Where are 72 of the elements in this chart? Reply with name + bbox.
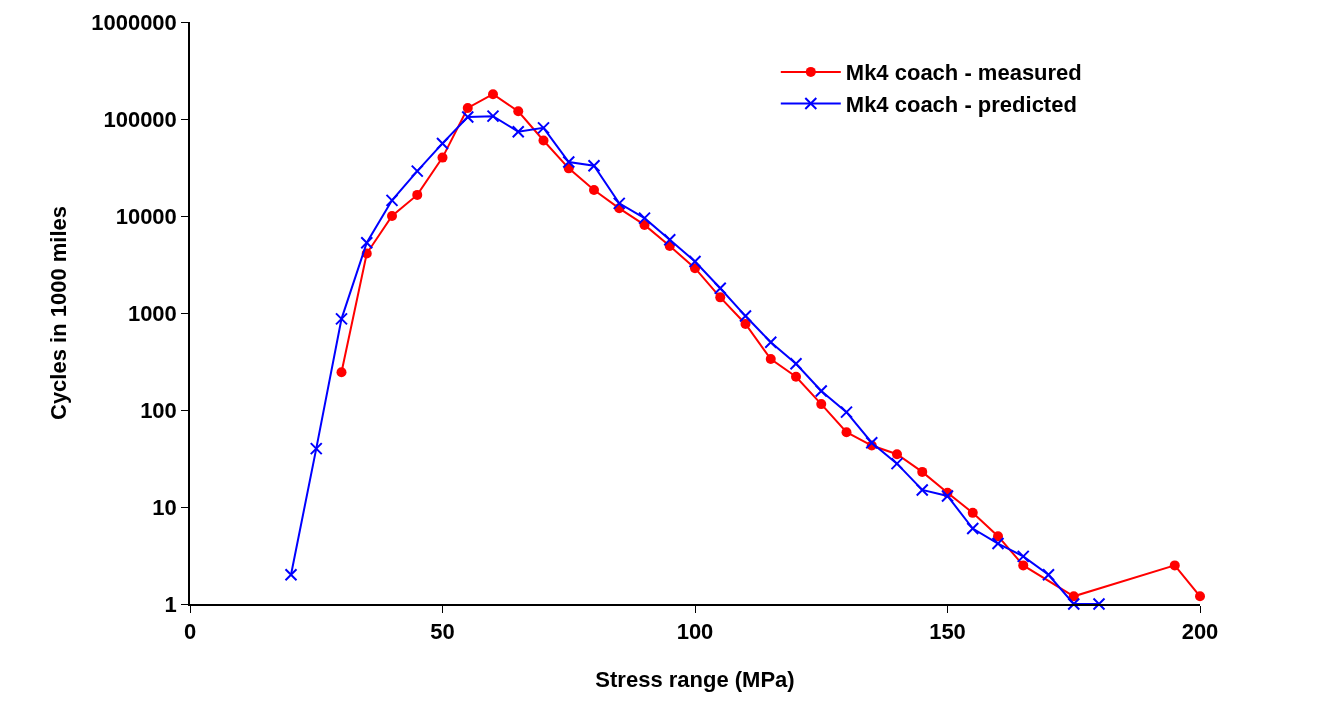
point xyxy=(1042,568,1055,582)
point xyxy=(713,281,727,295)
point xyxy=(462,102,473,113)
point xyxy=(488,89,498,100)
point xyxy=(538,135,549,146)
point xyxy=(1018,560,1029,571)
x-tick-label: 0 xyxy=(183,619,197,645)
point xyxy=(638,211,651,225)
point xyxy=(1169,560,1180,571)
point xyxy=(360,236,374,250)
y-axis-title: Cycles in 1000 miles xyxy=(46,205,72,421)
point xyxy=(412,189,423,200)
point xyxy=(1016,549,1030,563)
point xyxy=(840,405,853,419)
x-tick-label: 200 xyxy=(1181,619,1219,645)
point xyxy=(967,507,978,518)
point xyxy=(336,367,347,378)
point xyxy=(966,522,980,536)
x-axis-title: Stress range (MPa) xyxy=(595,666,795,692)
point xyxy=(461,110,475,124)
point xyxy=(663,233,677,247)
point xyxy=(309,442,323,456)
point xyxy=(865,436,879,450)
point xyxy=(1092,597,1106,611)
point xyxy=(587,159,601,173)
point xyxy=(991,537,1005,551)
y-tick-label: 1 xyxy=(164,591,177,617)
point xyxy=(410,164,424,178)
x-tick-label: 50 xyxy=(430,619,455,645)
y-tick-label: 1000 xyxy=(127,300,177,326)
point xyxy=(814,384,828,398)
point xyxy=(612,196,626,210)
point xyxy=(816,399,827,410)
point xyxy=(385,193,399,207)
x-tick-label: 100 xyxy=(676,619,714,645)
y-tick-label: 1000000 xyxy=(91,9,177,35)
point xyxy=(1067,597,1081,611)
point xyxy=(892,449,902,460)
point xyxy=(486,109,500,123)
point xyxy=(941,489,954,503)
point xyxy=(437,152,448,163)
y-tick-label: 100000 xyxy=(103,106,177,132)
point xyxy=(284,568,298,582)
y-tick-label: 10 xyxy=(152,494,177,520)
legend-label: Mk4 coach - measured xyxy=(845,60,1082,86)
y-tick-label: 10000 xyxy=(115,203,177,229)
point xyxy=(740,319,751,330)
point xyxy=(841,427,852,438)
point xyxy=(1068,591,1079,602)
point xyxy=(537,121,550,135)
point xyxy=(688,254,702,268)
point xyxy=(1195,591,1205,602)
point xyxy=(589,185,599,196)
y-tick-label: 100 xyxy=(140,397,177,423)
point xyxy=(917,466,928,477)
point xyxy=(436,136,449,150)
point xyxy=(993,531,1003,542)
point xyxy=(789,357,803,371)
x-tick-label: 150 xyxy=(929,619,966,645)
point xyxy=(739,309,752,323)
legend-label: Mk4 coach - predicted xyxy=(845,92,1077,118)
point xyxy=(513,106,524,117)
point xyxy=(764,335,778,349)
point xyxy=(765,354,776,365)
point xyxy=(915,483,929,497)
point xyxy=(387,211,397,221)
point xyxy=(335,312,348,326)
point xyxy=(511,125,525,139)
point xyxy=(715,292,726,303)
point xyxy=(890,457,904,471)
point xyxy=(562,155,576,169)
point xyxy=(791,371,801,382)
